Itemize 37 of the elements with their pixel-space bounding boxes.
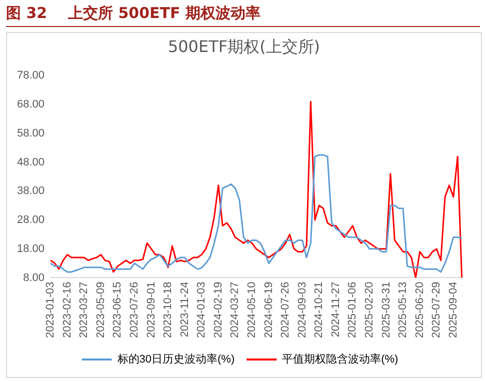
chart-subtitle: 500ETF期权(上交所) bbox=[166, 37, 322, 58]
x-tick-label: 2023-01-03 bbox=[44, 282, 57, 338]
x-tick-label: 2024-11-27 bbox=[330, 282, 342, 338]
y-tick-label: 68.00 bbox=[16, 98, 45, 111]
x-tick-label: 2024-07-26 bbox=[280, 282, 292, 338]
x-tick-label: 2024-10-21 bbox=[313, 282, 326, 338]
y-tick-label: 28.00 bbox=[16, 214, 45, 226]
x-tick-label: 2023-03-27 bbox=[78, 282, 90, 338]
x-tick-label: 2024-03-27 bbox=[229, 282, 242, 338]
x-tick-label: 2025-09-04 bbox=[447, 282, 460, 338]
x-tick-label: 2024-02-19 bbox=[212, 282, 224, 338]
x-tick-label: 2024-09-03 bbox=[296, 282, 308, 338]
y-tick-label: 8.00 bbox=[23, 272, 45, 284]
chart-title: 图 32 上交所 500ETF 期权波动率 bbox=[6, 4, 260, 23]
x-tick-label: 2023-02-16 bbox=[61, 282, 74, 338]
x-tick-label: 2025-01-06 bbox=[346, 282, 359, 338]
x-tick-label: 2023-11-24 bbox=[178, 282, 191, 338]
y-tick-label: 78.00 bbox=[16, 70, 45, 82]
x-tick-label: 2023-06-15 bbox=[112, 282, 124, 338]
x-tick-label: 2024-01-03 bbox=[196, 282, 208, 338]
y-tick-label: 38.00 bbox=[16, 185, 45, 198]
x-tick-label: 2023-10-18 bbox=[162, 282, 174, 338]
x-tick-label: 2025-06-20 bbox=[414, 282, 426, 338]
legend-label: 标的30日历史波动率(%) bbox=[116, 352, 235, 366]
legend-label: 平值期权隐含波动率(%) bbox=[282, 352, 398, 366]
x-tick-label: 2023-09-01 bbox=[145, 282, 158, 338]
x-tick-label: 2025-05-13 bbox=[397, 282, 410, 338]
y-tick-label: 18.00 bbox=[16, 242, 45, 255]
x-tick-label: 2023-05-09 bbox=[94, 282, 107, 338]
x-tick-label: 2025-07-29 bbox=[430, 282, 443, 338]
x-tick-label: 2025-02-20 bbox=[364, 282, 376, 338]
y-tick-label: 48.00 bbox=[16, 156, 45, 168]
x-tick-label: 2025-03-31 bbox=[380, 282, 392, 338]
x-tick-label: 2023-07-26 bbox=[128, 282, 140, 338]
y-tick-label: 58.00 bbox=[16, 127, 45, 140]
x-tick-label: 2024-06-19 bbox=[262, 282, 275, 338]
x-tick-label: 2024-05-10 bbox=[246, 282, 258, 338]
